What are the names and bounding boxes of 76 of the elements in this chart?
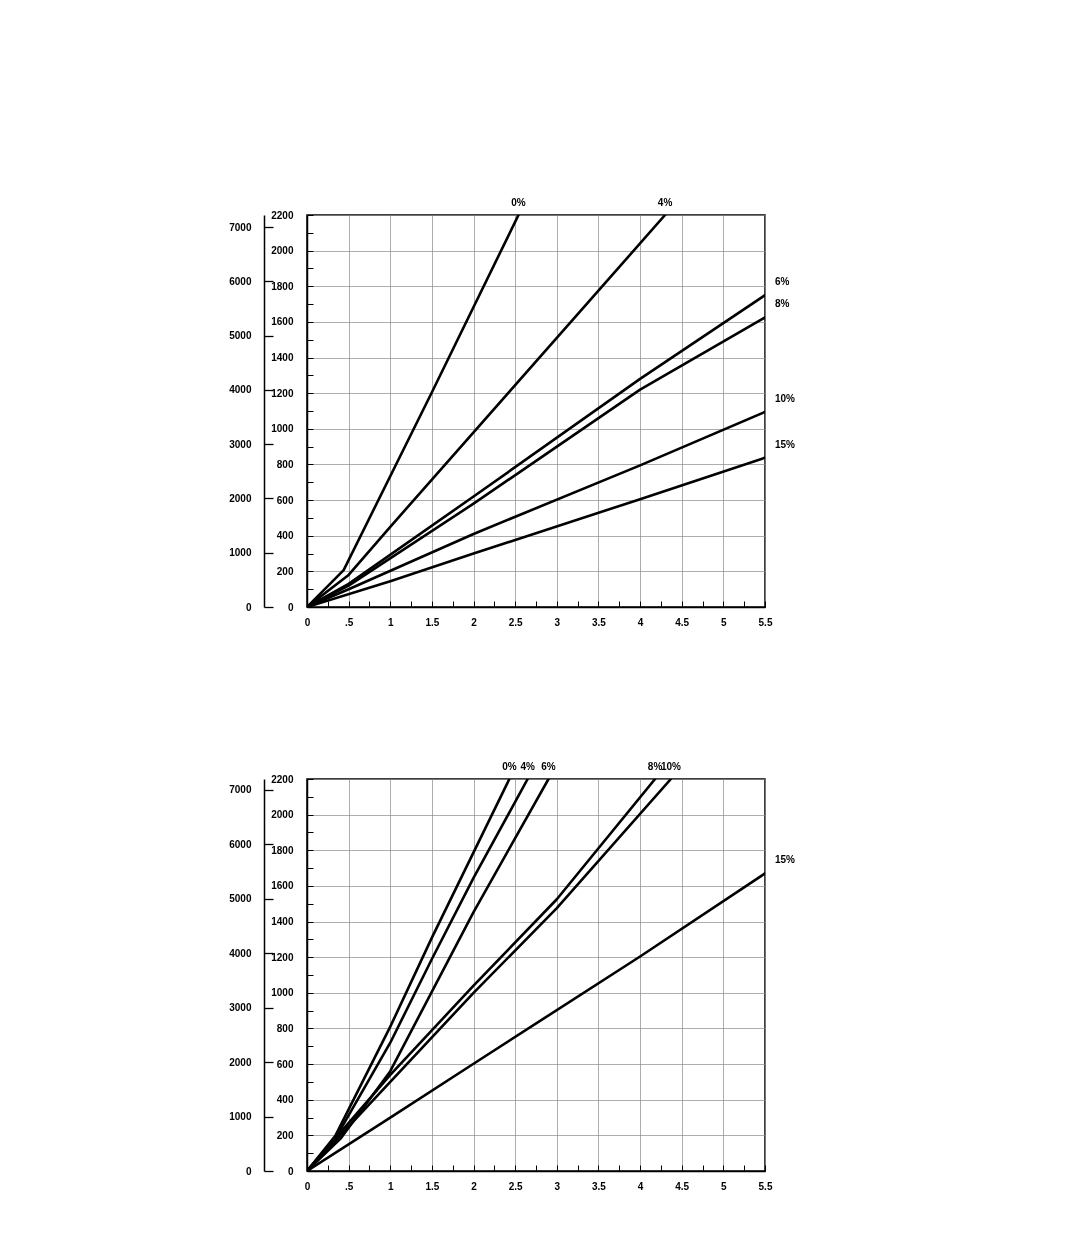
- y2-tick-label: 1000: [229, 1111, 252, 1123]
- x-tick-label: 5.5: [758, 1180, 773, 1192]
- y2-tick-label: 2000: [229, 492, 252, 504]
- y-tick-label: 1800: [271, 844, 294, 856]
- y-tick-label: 1400: [271, 916, 294, 928]
- y-tick-label: 1000: [271, 423, 294, 435]
- y2-tick-label: 7000: [229, 221, 252, 233]
- y-tick-label: 0: [287, 601, 294, 613]
- x-tick-label: 2: [471, 616, 478, 628]
- y-tick-label: 2000: [271, 245, 294, 257]
- x-tick-label: 3.5: [592, 616, 607, 628]
- x-tick-label: 4: [637, 1180, 644, 1192]
- x-tick-label: 4.5: [675, 616, 690, 628]
- x-tick-label: 5: [721, 1180, 728, 1192]
- y2-tick-label: 0: [245, 601, 252, 613]
- y-tick-label: 0: [287, 1165, 294, 1177]
- y-tick-label: 600: [276, 494, 294, 506]
- y2-tick-label: 0: [245, 1165, 252, 1177]
- y-tick-label: 1200: [271, 951, 294, 963]
- y-tick-label: 1400: [271, 352, 294, 364]
- series-label: 8%: [647, 761, 663, 772]
- y-tick-label: 2000: [271, 809, 294, 821]
- series-label: 6%: [775, 276, 790, 288]
- y2-tick-label: 1000: [229, 547, 252, 559]
- y-tick-label: 1200: [271, 387, 294, 399]
- x-tick-label: 4.5: [675, 1180, 690, 1192]
- y-tick-label: 800: [276, 1022, 294, 1034]
- x-tick-label: 5.5: [758, 616, 773, 628]
- y2-tick-label: 7000: [229, 784, 252, 796]
- series-label: 0%: [511, 197, 526, 208]
- series-label: 4%: [520, 761, 536, 772]
- y-tick-label: 600: [276, 1058, 294, 1070]
- series-label: 10%: [775, 392, 796, 404]
- series-label: 6%: [541, 761, 556, 772]
- y2-tick-label: 4000: [229, 947, 252, 959]
- y-tick-label: 200: [276, 1129, 294, 1141]
- series-label: 15%: [775, 854, 796, 866]
- y-tick-label: 1600: [271, 880, 294, 892]
- y-tick-label: 200: [276, 565, 294, 577]
- y2-tick-label: 6000: [229, 275, 252, 287]
- y2-tick-label: 4000: [229, 384, 252, 396]
- x-tick-label: 1.5: [425, 1180, 440, 1192]
- series-label: 10%: [660, 761, 682, 772]
- y2-tick-label: 3000: [229, 438, 252, 450]
- y2-tick-label: 5000: [229, 893, 252, 905]
- y2-tick-label: 2000: [229, 1056, 252, 1068]
- x-tick-label: 5: [721, 616, 728, 628]
- x-tick-label: .5: [344, 1180, 354, 1192]
- x-tick-label: 2.5: [508, 616, 524, 628]
- y-tick-label: 1800: [271, 280, 294, 292]
- x-tick-label: 0: [304, 616, 311, 628]
- x-tick-label: 3: [554, 616, 561, 628]
- y2-tick-label: 5000: [229, 330, 252, 342]
- x-tick-label: 1: [387, 616, 394, 628]
- y-tick-label: 1000: [271, 987, 294, 999]
- y-tick-label: 400: [276, 1094, 294, 1106]
- y-tick-label: 1600: [271, 316, 294, 328]
- x-tick-label: 2.5: [508, 1180, 524, 1192]
- x-tick-label: 4: [637, 616, 644, 628]
- y-tick-label: 800: [276, 458, 294, 470]
- x-tick-label: 1: [387, 1180, 394, 1192]
- x-tick-label: 3: [554, 1180, 561, 1192]
- x-tick-label: 2: [471, 1180, 478, 1192]
- y2-tick-label: 6000: [229, 838, 252, 850]
- y-tick-label: 2200: [271, 209, 294, 221]
- series-label: 15%: [775, 438, 796, 450]
- x-tick-label: .5: [344, 616, 354, 628]
- x-tick-label: 0: [304, 1180, 311, 1192]
- series-label: 4%: [657, 197, 673, 208]
- series-label: 0%: [502, 761, 517, 772]
- x-tick-label: 3.5: [592, 1180, 607, 1192]
- series-label: 8%: [775, 298, 790, 310]
- y2-tick-label: 3000: [229, 1002, 252, 1014]
- x-tick-label: 1.5: [425, 616, 440, 628]
- y-tick-label: 400: [276, 530, 294, 542]
- y-tick-label: 2200: [271, 773, 294, 785]
